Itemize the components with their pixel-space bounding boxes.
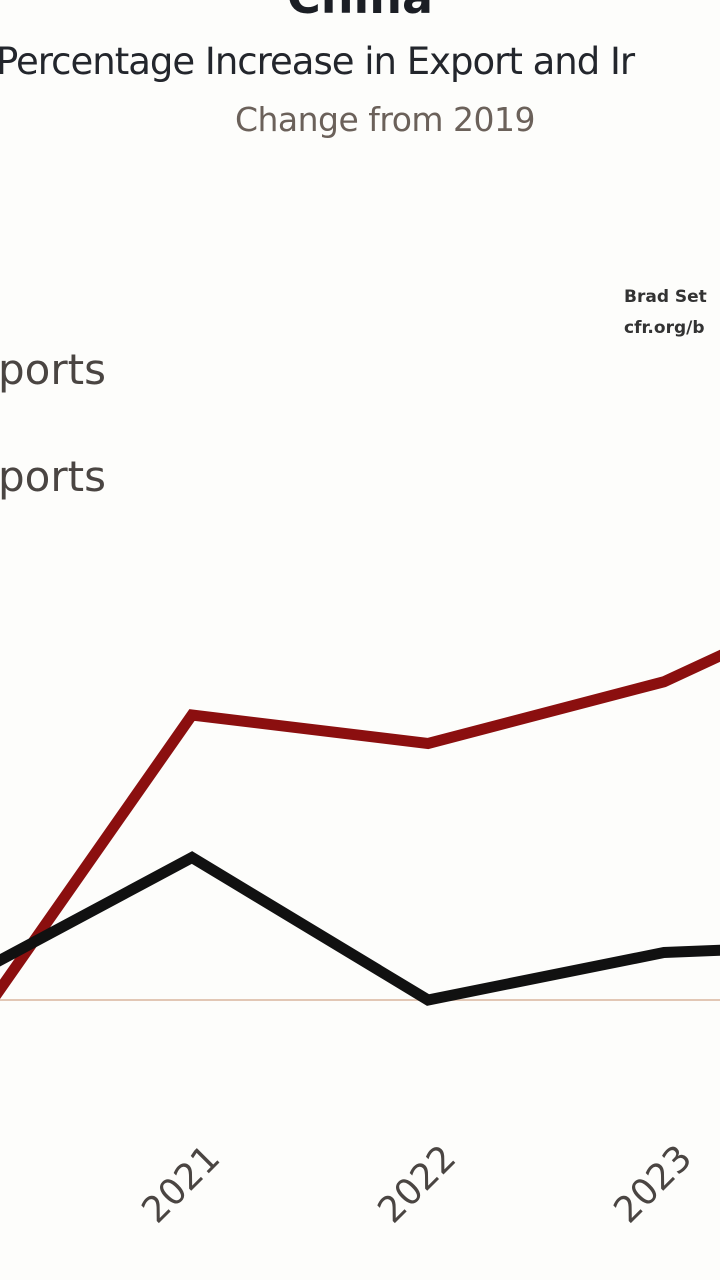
chart-subtitle: Percentage Increase in Export and Ir [0, 40, 635, 83]
x-tick-label: 2023 [606, 1138, 700, 1232]
x-tick-label: 2022 [370, 1138, 464, 1232]
legend-exports: ports [0, 345, 106, 394]
chart-subtitle-change: Change from 2019 [234, 100, 536, 139]
series-line-exports [0, 649, 720, 999]
series-line-imports [0, 851, 720, 1006]
source-author: Brad Set [624, 287, 707, 307]
x-tick-label: 2021 [134, 1138, 228, 1232]
legend-imports: ports [0, 452, 106, 501]
source-url: cfr.org/b [624, 318, 705, 338]
chart-title: China [0, 0, 720, 24]
